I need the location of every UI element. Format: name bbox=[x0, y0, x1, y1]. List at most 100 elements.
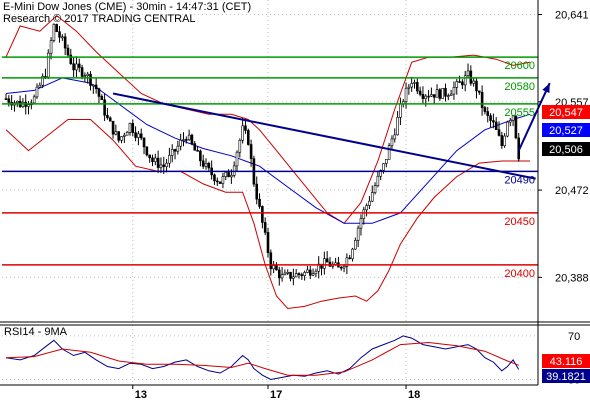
price-badge-20,527-bg bbox=[542, 123, 590, 137]
candle-body bbox=[187, 134, 191, 140]
candle-body bbox=[238, 140, 242, 153]
price-badge-20,506-bg bbox=[542, 142, 590, 156]
candle-body bbox=[463, 75, 467, 86]
candle-body bbox=[416, 82, 419, 92]
candle-body bbox=[362, 209, 366, 219]
candle-body bbox=[447, 95, 450, 97]
candle-body bbox=[461, 81, 464, 86]
level-label-20555: 20555 bbox=[504, 107, 535, 119]
candle-body bbox=[196, 150, 199, 152]
candle-body bbox=[480, 91, 484, 108]
candle-body bbox=[32, 96, 36, 104]
candle-body bbox=[52, 24, 56, 41]
rsi-grid bbox=[2, 325, 538, 385]
candle-body bbox=[272, 265, 275, 270]
rsi-badge-43.116: 43.116 bbox=[550, 356, 583, 368]
candle-body bbox=[351, 248, 354, 260]
time-tick-label: 17 bbox=[270, 389, 282, 400]
copyright-label: Research © 2017 TRADING CENTRAL bbox=[3, 13, 196, 25]
candle-body bbox=[323, 258, 326, 269]
time-tick-label: 18 bbox=[408, 389, 420, 400]
chart-title: E-Mini Dow Jones (CME) - 30min - 14:47:3… bbox=[3, 1, 252, 13]
candle-body bbox=[503, 135, 506, 147]
forecast-arrow-head bbox=[542, 83, 550, 94]
price-badge-20,506: 20,506 bbox=[549, 144, 583, 156]
candle-body bbox=[66, 47, 70, 56]
candle-body bbox=[266, 232, 270, 254]
candle-body bbox=[294, 273, 298, 278]
candle-body bbox=[89, 73, 92, 86]
candle-body bbox=[49, 40, 53, 54]
candle-body bbox=[418, 90, 422, 95]
candle-body bbox=[173, 149, 177, 152]
candle-body bbox=[325, 258, 329, 263]
forecast-arrow-shaft bbox=[517, 82, 551, 152]
candle-body bbox=[145, 146, 149, 156]
price-badge-20,547: 20,547 bbox=[549, 107, 583, 119]
candle-body bbox=[449, 93, 453, 96]
candle-body bbox=[128, 123, 132, 133]
candle-body bbox=[342, 266, 346, 269]
main-grid bbox=[2, 0, 538, 322]
candle-body bbox=[106, 114, 109, 119]
candle-body bbox=[83, 75, 87, 77]
candle-body bbox=[69, 54, 73, 65]
level-label-20580: 20580 bbox=[504, 81, 535, 93]
candle-body bbox=[508, 120, 512, 123]
candle-body bbox=[55, 24, 59, 32]
rsi-badge-43.116-bg bbox=[542, 354, 590, 368]
rsi-line bbox=[5, 335, 520, 381]
candle-body bbox=[407, 86, 411, 89]
candle-body bbox=[314, 270, 318, 274]
candle-body bbox=[393, 134, 397, 140]
candle-body bbox=[159, 164, 163, 168]
candle-body bbox=[472, 80, 475, 84]
candle-body bbox=[370, 192, 374, 202]
candle-body bbox=[435, 89, 439, 98]
rsi-tick-label: 70 bbox=[568, 331, 580, 343]
candle-body bbox=[280, 274, 284, 279]
candle-body bbox=[134, 132, 137, 138]
candle-body bbox=[404, 87, 408, 102]
candle-body bbox=[359, 218, 363, 229]
candle-body bbox=[511, 115, 515, 121]
candle-body bbox=[356, 227, 360, 241]
candle-body bbox=[430, 94, 433, 97]
candle-body bbox=[111, 120, 115, 135]
candle-body bbox=[108, 117, 112, 122]
candle-body bbox=[97, 88, 101, 97]
candle-body bbox=[306, 269, 309, 273]
candle-body bbox=[410, 83, 413, 88]
candle-body bbox=[170, 149, 174, 156]
candle-body bbox=[261, 206, 264, 223]
candle-body bbox=[483, 107, 487, 112]
candle-body bbox=[58, 31, 61, 38]
candle-body bbox=[63, 36, 67, 49]
candle-body bbox=[345, 257, 349, 267]
candle-body bbox=[72, 63, 75, 71]
level-label-20400: 20400 bbox=[504, 268, 535, 280]
candle-body bbox=[477, 90, 481, 93]
candle-body bbox=[4, 98, 8, 100]
candle-body bbox=[475, 80, 478, 92]
price-badge-20,527: 20,527 bbox=[549, 125, 583, 137]
candle-body bbox=[339, 266, 343, 269]
candle-body bbox=[390, 138, 394, 146]
candle-body bbox=[165, 162, 168, 167]
candle-body bbox=[61, 36, 64, 39]
candle-body bbox=[458, 81, 461, 83]
axes bbox=[0, 0, 590, 386]
candle-body bbox=[399, 103, 402, 118]
candle-body bbox=[421, 94, 425, 99]
candle-body bbox=[120, 136, 123, 141]
candle-body bbox=[168, 155, 171, 164]
rsi-title: RSI14 - 9MA bbox=[4, 326, 68, 338]
trendline bbox=[112, 82, 551, 180]
price-tick-label: 20,641 bbox=[555, 10, 589, 22]
candle-body bbox=[224, 172, 228, 177]
candle-body bbox=[444, 88, 447, 97]
candle-body bbox=[77, 63, 81, 68]
candle-body bbox=[368, 200, 371, 206]
